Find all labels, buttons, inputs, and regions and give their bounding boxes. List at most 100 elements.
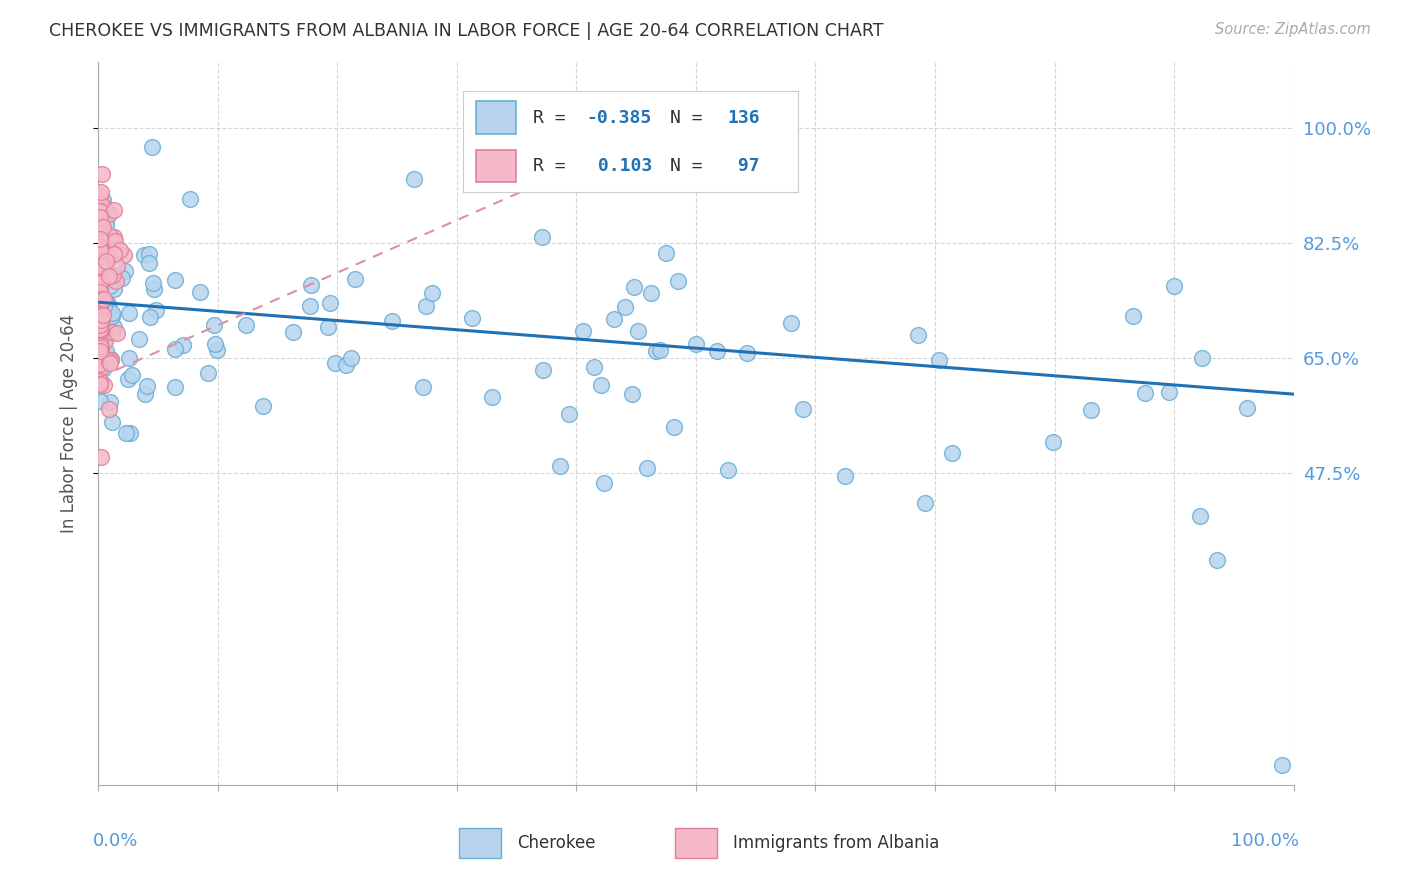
Point [235, 318, 257, 332]
Point [530, 229, 553, 244]
Point [1236, 401, 1258, 415]
Point [89, 317, 111, 331]
Point [97, 354, 120, 368]
Point [89, 322, 111, 336]
Point [98, 394, 121, 409]
Point [96, 325, 118, 339]
Point [89, 255, 111, 269]
Point [717, 463, 740, 477]
Point [94, 327, 117, 342]
Point [89, 242, 111, 256]
Point [1121, 310, 1143, 324]
Point [94, 214, 117, 228]
Point [89, 318, 111, 333]
Point [91, 167, 114, 181]
Point [685, 337, 707, 351]
Point [90, 197, 112, 211]
Point [89, 232, 111, 246]
Point [179, 192, 201, 206]
Point [299, 299, 322, 313]
Point [142, 282, 165, 296]
Point [89, 324, 111, 338]
Point [94, 295, 117, 310]
Text: 0.0%: 0.0% [93, 832, 138, 850]
Point [89, 276, 111, 290]
Point [103, 234, 125, 248]
Point [89, 240, 111, 254]
Point [118, 306, 141, 320]
Point [136, 379, 159, 393]
Point [98, 269, 121, 284]
Point [914, 495, 936, 509]
Text: CHEROKEE VS IMMIGRANTS FROM ALBANIA IN LABOR FORCE | AGE 20-64 CORRELATION CHART: CHEROKEE VS IMMIGRANTS FROM ALBANIA IN L… [49, 22, 884, 40]
Point [89, 291, 111, 305]
Point [420, 285, 443, 300]
Point [90, 313, 112, 327]
Point [928, 353, 950, 368]
Point [614, 300, 637, 314]
Point [89, 238, 111, 252]
Point [89, 240, 111, 254]
Point [93, 332, 115, 346]
Point [90, 312, 112, 326]
Point [89, 213, 111, 227]
Point [89, 321, 111, 335]
Point [96, 254, 118, 268]
Point [706, 343, 728, 358]
Point [93, 378, 115, 392]
Point [90, 292, 112, 306]
Point [89, 320, 111, 334]
Point [101, 306, 124, 320]
Text: Source: ZipAtlas.com: Source: ZipAtlas.com [1215, 22, 1371, 37]
Point [89, 260, 111, 274]
Point [89, 285, 111, 299]
Point [343, 271, 366, 285]
Point [89, 344, 111, 359]
Point [100, 351, 122, 366]
Point [531, 363, 554, 377]
Point [89, 204, 111, 219]
Point [89, 293, 111, 308]
Point [89, 243, 111, 257]
Point [89, 297, 111, 311]
Point [90, 323, 112, 337]
Point [89, 259, 111, 273]
Point [1042, 435, 1064, 450]
Point [204, 337, 226, 351]
Point [94, 260, 117, 274]
Point [1271, 758, 1294, 772]
Point [666, 274, 689, 288]
Point [89, 334, 111, 348]
Point [98, 402, 121, 417]
Point [252, 400, 274, 414]
Point [103, 247, 125, 261]
Point [941, 445, 963, 459]
Point [114, 425, 136, 440]
Point [91, 271, 114, 285]
Point [134, 387, 156, 401]
Point [90, 218, 112, 232]
Point [89, 288, 111, 302]
Point [583, 360, 606, 375]
Point [89, 362, 111, 376]
Point [138, 247, 160, 261]
Point [89, 227, 111, 241]
Point [89, 254, 111, 268]
Point [93, 200, 115, 214]
Point [89, 282, 111, 296]
Point [94, 218, 117, 232]
Point [89, 318, 111, 332]
Point [571, 324, 593, 338]
Point [98, 228, 121, 243]
Point [461, 311, 484, 326]
Point [103, 282, 125, 296]
Point [97, 296, 120, 310]
Point [91, 362, 114, 376]
Point [89, 265, 111, 279]
Point [636, 461, 658, 475]
Point [128, 332, 150, 346]
Point [735, 346, 758, 360]
Point [89, 292, 111, 306]
Point [93, 334, 115, 349]
Point [103, 229, 125, 244]
